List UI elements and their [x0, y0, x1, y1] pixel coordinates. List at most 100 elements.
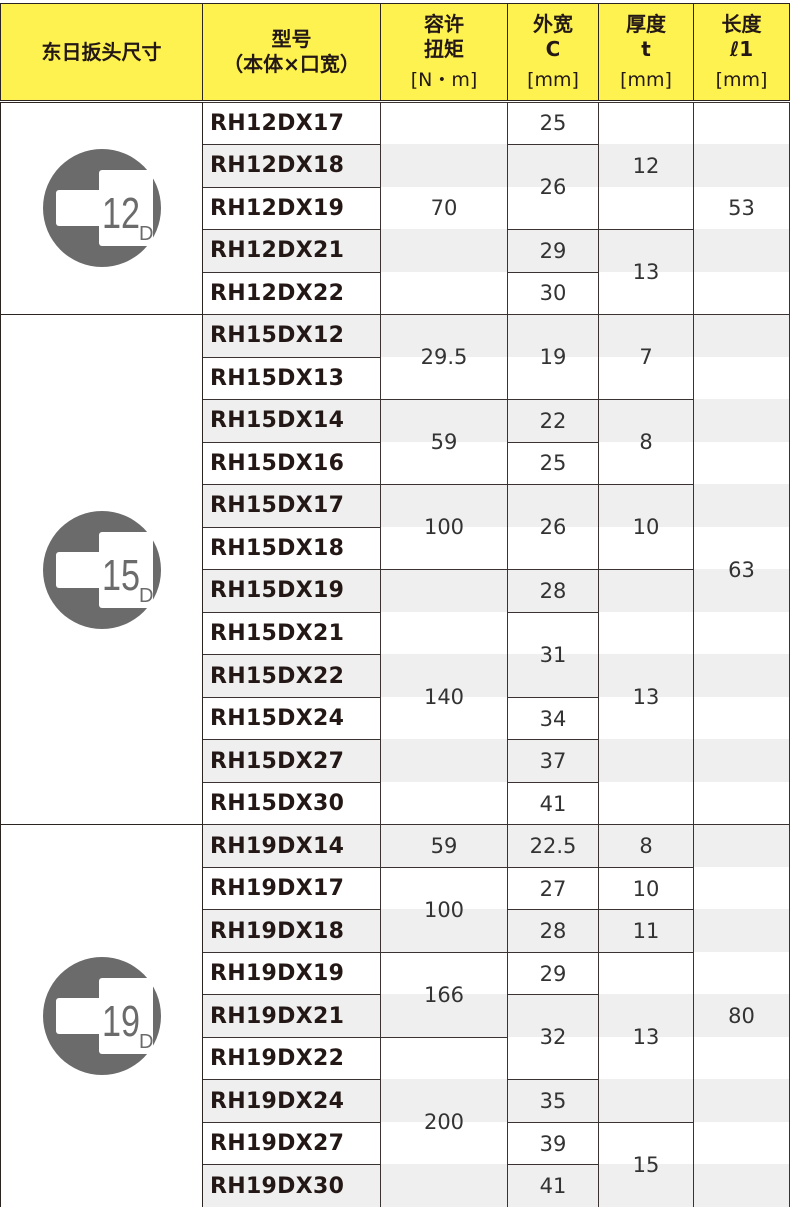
model-cell: RH12DX22: [202, 271, 381, 316]
header-model: 型号 （本体×口宽）: [202, 3, 381, 101]
size-group-12: 12 D: [0, 101, 203, 316]
12D-head-icon: 12 D: [42, 149, 161, 268]
model-cell: RH15DX27: [202, 739, 381, 783]
model-cell: RH12DX18: [202, 144, 381, 188]
length-cell: 80: [693, 824, 790, 1207]
thickness-cell: 13: [598, 569, 694, 826]
header-length: 长度 ℓ1 [mm]: [693, 3, 790, 101]
torque-cell: 59: [380, 399, 508, 486]
row-stripe: [202, 909, 790, 952]
header-width-symbol: C: [545, 36, 561, 61]
size-group-15: 15 D: [0, 314, 203, 826]
header-thickness-symbol: t: [641, 36, 651, 61]
width-cell: 25: [507, 441, 599, 486]
width-cell: 32: [507, 994, 599, 1081]
model-cell: RH15DX22: [202, 654, 381, 698]
model-cell: RH19DX24: [202, 1079, 381, 1123]
model-cell: RH15DX12: [202, 314, 381, 358]
model-cell: RH15DX21: [202, 611, 381, 656]
thickness-cell: 13: [598, 951, 694, 1123]
width-cell: 41: [507, 781, 599, 826]
row-stripe: [202, 144, 790, 187]
width-cell: 29: [507, 951, 599, 996]
header-length-symbol: ℓ1: [729, 36, 754, 61]
model-cell: RH19DX17: [202, 866, 381, 911]
row-stripe: [202, 824, 790, 867]
torque-cell: 100: [380, 484, 508, 571]
row-stripe: [202, 314, 790, 357]
header-width-unit: [mm]: [527, 68, 579, 91]
thickness-cell: 15: [598, 1121, 694, 1207]
icon-suffix-text: D: [139, 223, 153, 245]
width-cell: 41: [507, 1164, 599, 1207]
width-cell: 35: [507, 1079, 599, 1123]
row-stripe: [202, 739, 790, 782]
width-cell: 39: [507, 1121, 599, 1166]
width-cell: 25: [507, 101, 599, 146]
thickness-cell: 8: [598, 399, 694, 486]
15D-head-icon: 15 D: [42, 510, 161, 629]
width-cell: 22.5: [507, 824, 599, 868]
model-cell: RH19DX18: [202, 909, 381, 953]
model-cell: RH15DX14: [202, 399, 381, 443]
model-cell: RH19DX14: [202, 824, 381, 868]
thickness-cell: 12: [598, 101, 694, 231]
width-cell: 31: [507, 611, 599, 698]
width-cell: 37: [507, 739, 599, 783]
header-thickness-unit: [mm]: [620, 68, 672, 91]
model-cell: RH15DX16: [202, 441, 381, 486]
header-model-sub: （本体×口宽）: [223, 52, 360, 76]
thickness-cell: 7: [598, 314, 694, 401]
thickness-cell: 11: [598, 909, 694, 953]
model-cell: RH12DX21: [202, 229, 381, 273]
width-cell: 34: [507, 696, 599, 741]
model-cell: RH19DX19: [202, 951, 381, 996]
header-size-label: 东日扳头尺寸: [41, 39, 162, 64]
model-cell: RH15DX18: [202, 526, 381, 571]
model-cell: RH12DX19: [202, 186, 381, 231]
icon-size-text: 15: [102, 551, 140, 600]
model-cell: RH15DX30: [202, 781, 381, 826]
header-width: 外宽 C [mm]: [507, 3, 599, 101]
header-model-label: 型号: [271, 27, 312, 51]
header-length-label: 长度: [721, 11, 762, 36]
thickness-cell: 10: [598, 866, 694, 911]
model-cell: RH19DX30: [202, 1164, 381, 1207]
thickness-cell: 8: [598, 824, 694, 868]
model-cell: RH15DX19: [202, 569, 381, 613]
row-stripe: [202, 484, 790, 527]
header-torque-label2: 扭矩: [424, 36, 464, 61]
model-cell: RH12DX17: [202, 101, 381, 146]
width-cell: 27: [507, 866, 599, 911]
model-cell: RH19DX21: [202, 994, 381, 1038]
row-stripe: [202, 399, 790, 442]
row-stripe: [202, 569, 790, 612]
width-cell: 29: [507, 229, 599, 273]
torque-cell: 200: [380, 1036, 508, 1207]
row-stripe: [202, 1164, 790, 1207]
torque-cell: 29.5: [380, 314, 508, 401]
header-torque: 容许 扭矩 [N・m]: [380, 3, 508, 101]
thickness-cell: 10: [598, 484, 694, 571]
width-cell: 19: [507, 314, 599, 401]
19D-head-icon: 19 D: [42, 957, 161, 1076]
icon-suffix-text: D: [139, 1031, 153, 1053]
length-cell: 53: [693, 101, 790, 316]
torque-cell: 140: [380, 569, 508, 826]
row-stripe: [202, 654, 790, 697]
row-stripe: [202, 229, 790, 272]
header-torque-label1: 容许: [424, 11, 464, 36]
row-stripe: [202, 994, 790, 1037]
width-cell: 26: [507, 484, 599, 571]
model-cell: RH15DX24: [202, 696, 381, 741]
width-cell: 26: [507, 144, 599, 231]
size-group-19: 19 D: [0, 824, 203, 1207]
icon-size-text: 19: [102, 997, 140, 1046]
width-cell: 28: [507, 909, 599, 953]
width-cell: 28: [507, 569, 599, 613]
thickness-cell: 13: [598, 229, 694, 316]
model-cell: RH19DX22: [202, 1036, 381, 1081]
width-cell: 30: [507, 271, 599, 316]
torque-cell: 70: [380, 101, 508, 316]
